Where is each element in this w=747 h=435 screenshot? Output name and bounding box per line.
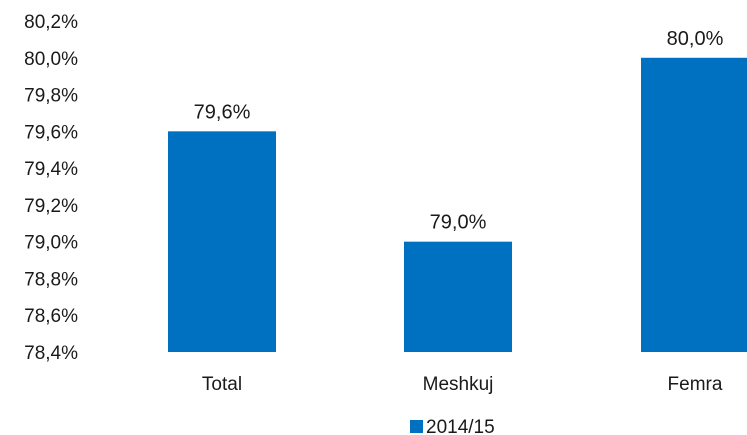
bar-femra	[641, 57, 747, 353]
y-tick-label: 79,0%	[24, 233, 78, 254]
legend-swatch	[410, 420, 423, 433]
y-axis: 78,4% 78,6% 78,8% 79,0% 79,2% 79,4% 79,6% 79,8%…	[24, 12, 78, 364]
data-labels: 79,6% 79,0% 80,0%	[194, 28, 724, 234]
data-label-total: 79,6%	[194, 101, 251, 123]
bar-total	[168, 131, 276, 352]
y-tick-label: 78,4%	[24, 343, 78, 364]
category-label-femra: Femra	[668, 374, 723, 395]
category-label-meshkuj: Meshkuj	[423, 374, 494, 395]
data-label-meshkuj: 79,0%	[430, 212, 487, 234]
category-label-total: Total	[202, 374, 242, 395]
bars	[168, 57, 747, 353]
y-tick-label: 80,2%	[24, 12, 78, 33]
y-tick-label: 78,6%	[24, 306, 78, 327]
data-label-femra: 80,0%	[667, 28, 724, 50]
bar-meshkuj	[404, 241, 512, 352]
y-tick-label: 79,4%	[24, 159, 78, 180]
legend: 2014/15	[410, 417, 495, 435]
y-tick-label: 80,0%	[24, 49, 78, 70]
y-tick-label: 79,2%	[24, 196, 78, 217]
y-tick-label: 78,8%	[24, 269, 78, 290]
y-tick-label: 79,8%	[24, 86, 78, 107]
y-tick-label: 79,6%	[24, 122, 78, 143]
legend-label: 2014/15	[426, 417, 495, 435]
x-axis: Total Meshkuj Femra	[202, 374, 723, 395]
